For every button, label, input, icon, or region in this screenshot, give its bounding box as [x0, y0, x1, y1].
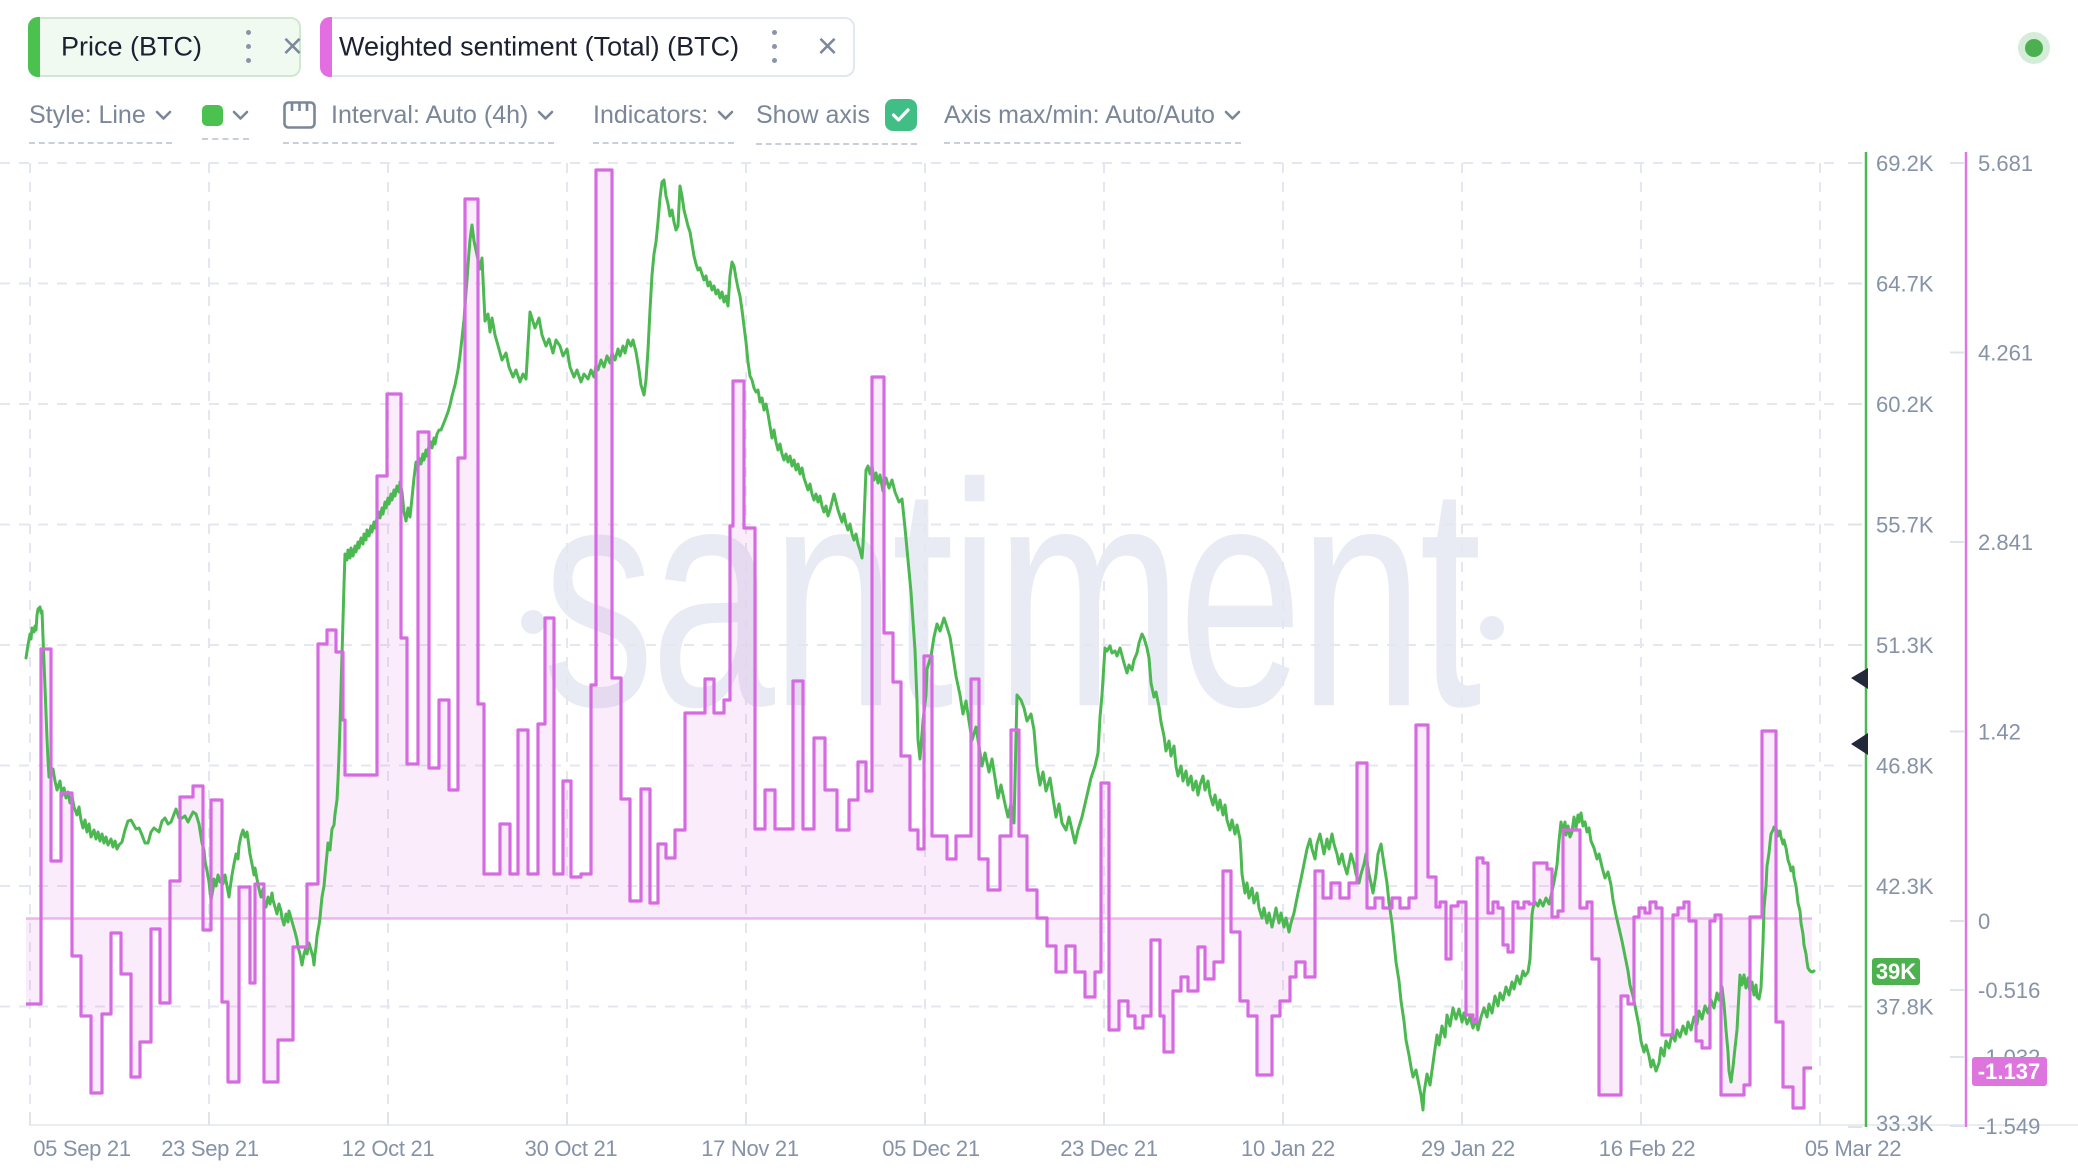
svg-text:5.681: 5.681 [1978, 151, 2033, 176]
svg-text:17 Nov 21: 17 Nov 21 [701, 1136, 799, 1161]
svg-text:46.8K: 46.8K [1876, 754, 1934, 779]
svg-text:1.42: 1.42 [1978, 720, 2021, 745]
svg-text:60.2K: 60.2K [1876, 392, 1934, 417]
svg-text:37.8K: 37.8K [1876, 995, 1934, 1020]
svg-text:55.7K: 55.7K [1876, 513, 1934, 538]
svg-text:29 Jan 22: 29 Jan 22 [1421, 1136, 1515, 1161]
svg-text:39K: 39K [1876, 959, 1916, 984]
svg-text:-1.137: -1.137 [1978, 1059, 2040, 1084]
svg-text:64.7K: 64.7K [1876, 272, 1934, 297]
svg-text:23 Dec 21: 23 Dec 21 [1060, 1136, 1158, 1161]
svg-text:30 Oct 21: 30 Oct 21 [525, 1136, 618, 1161]
svg-text:23 Sep 21: 23 Sep 21 [161, 1136, 259, 1161]
svg-text:-1.549: -1.549 [1978, 1114, 2040, 1139]
svg-text:2.841: 2.841 [1978, 530, 2033, 555]
svg-text:-0.516: -0.516 [1978, 978, 2040, 1003]
svg-text:05 Mar 22: 05 Mar 22 [1805, 1136, 1901, 1161]
svg-text:16 Feb 22: 16 Feb 22 [1599, 1136, 1695, 1161]
svg-text:05 Sep 21: 05 Sep 21 [33, 1136, 131, 1161]
svg-text:4.261: 4.261 [1978, 341, 2033, 366]
svg-text:33.3K: 33.3K [1876, 1111, 1934, 1136]
svg-text:51.3K: 51.3K [1876, 633, 1934, 658]
svg-text:12 Oct 21: 12 Oct 21 [342, 1136, 435, 1161]
svg-text:05 Dec 21: 05 Dec 21 [882, 1136, 980, 1161]
svg-text:42.3K: 42.3K [1876, 874, 1934, 899]
svg-text:69.2K: 69.2K [1876, 151, 1934, 176]
svg-text:0: 0 [1978, 909, 1990, 934]
svg-text:10 Jan 22: 10 Jan 22 [1241, 1136, 1335, 1161]
